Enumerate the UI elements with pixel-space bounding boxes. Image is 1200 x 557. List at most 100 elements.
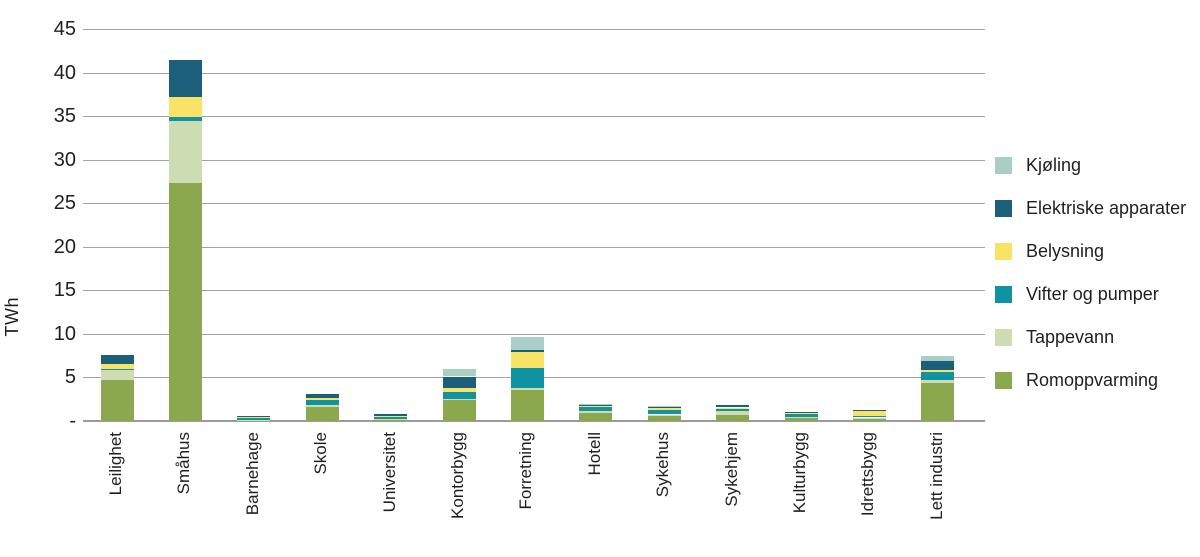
legend-swatch-icon bbox=[995, 156, 1012, 174]
bar-segment bbox=[716, 404, 750, 408]
bar-segment bbox=[237, 420, 271, 421]
x-axis-label: Idrettsbygg bbox=[858, 432, 878, 517]
bar-segment bbox=[100, 368, 134, 370]
bar-segment bbox=[921, 360, 955, 370]
gridline bbox=[83, 73, 985, 74]
bar-segment bbox=[168, 117, 202, 121]
x-axis-label: Sykehus bbox=[653, 432, 673, 498]
bar-segment bbox=[852, 409, 886, 412]
bar-segment bbox=[100, 364, 134, 369]
y-tick-label: 5 bbox=[64, 366, 76, 388]
y-tick-label: 20 bbox=[53, 236, 76, 258]
y-tick-label: - bbox=[69, 410, 76, 432]
legend-item: Belysning bbox=[995, 239, 1186, 263]
bar-segment bbox=[442, 399, 476, 401]
x-axis-label: Forretning bbox=[516, 432, 536, 510]
bar-segment bbox=[784, 417, 818, 421]
legend-swatch-icon bbox=[995, 328, 1012, 346]
legend-item: Vifter og pumper bbox=[995, 282, 1186, 306]
bar-segment bbox=[168, 120, 202, 184]
y-tick-label: 35 bbox=[53, 105, 76, 127]
y-tick-label: 25 bbox=[53, 192, 76, 214]
y-tick-label: 40 bbox=[53, 62, 76, 84]
bar-segment bbox=[921, 382, 955, 421]
legend-label: Vifter og pumper bbox=[1026, 283, 1159, 304]
legend-swatch-icon bbox=[995, 371, 1012, 389]
bar-segment bbox=[784, 412, 818, 414]
x-axis-label: Kulturbygg bbox=[790, 432, 809, 514]
bar-segment bbox=[716, 411, 750, 415]
x-axis-label: Skole bbox=[311, 432, 331, 475]
bar-segment bbox=[921, 369, 955, 373]
legend-label: Kjøling bbox=[1026, 154, 1082, 175]
bar-segment bbox=[168, 96, 202, 117]
bar-segment bbox=[374, 419, 408, 421]
legend-item: Elektriske apparater bbox=[995, 196, 1186, 220]
bar-segment bbox=[442, 388, 476, 393]
bar-segment bbox=[921, 372, 955, 380]
bar-segment bbox=[305, 407, 339, 421]
bar-segment bbox=[100, 354, 134, 365]
bar-segment bbox=[647, 408, 681, 410]
gridline bbox=[83, 116, 985, 117]
y-tick-label: 45 bbox=[53, 18, 76, 40]
legend-swatch-icon bbox=[995, 285, 1012, 303]
bar-segment bbox=[237, 418, 271, 420]
bar-segment bbox=[921, 379, 955, 383]
bar-segment bbox=[305, 394, 339, 399]
legend-item: Romoppvarming bbox=[995, 368, 1186, 392]
bar-segment bbox=[579, 405, 613, 408]
x-axis-label: Småhus bbox=[174, 432, 194, 495]
x-axis-label: Sykehjem bbox=[721, 432, 741, 507]
bar-segment bbox=[442, 392, 476, 400]
y-tick-label: 30 bbox=[53, 149, 76, 171]
bar-segment bbox=[374, 414, 408, 416]
bar-segment bbox=[100, 369, 134, 381]
legend-swatch-icon bbox=[995, 242, 1012, 260]
bar-segment bbox=[305, 398, 339, 401]
bar-segment bbox=[510, 352, 544, 368]
x-axis-label: Lett industri bbox=[926, 432, 946, 520]
bar-segment bbox=[579, 407, 613, 411]
bar-segment bbox=[716, 414, 750, 421]
bar-segment bbox=[510, 389, 544, 421]
legend-label: Belysning bbox=[1026, 240, 1105, 261]
bar-segment bbox=[237, 417, 271, 418]
bar-segment bbox=[305, 405, 339, 407]
x-axis-label: Kontorbygg bbox=[448, 432, 467, 519]
bar-segment bbox=[852, 416, 886, 418]
y-tick-label: 15 bbox=[53, 279, 76, 301]
bar-segment bbox=[784, 413, 818, 417]
gridline bbox=[83, 290, 985, 291]
bar-segment bbox=[647, 409, 681, 415]
bar-segment bbox=[579, 404, 613, 406]
bar-segment bbox=[442, 400, 476, 421]
bar-segment bbox=[647, 407, 681, 409]
bar-segment bbox=[237, 415, 271, 418]
bar-segment bbox=[168, 183, 202, 421]
x-axis-label: Leilighet bbox=[106, 432, 125, 496]
x-axis-label: Barnehage bbox=[242, 432, 262, 516]
x-axis-label: Hotell bbox=[584, 432, 604, 476]
y-tick-label: 10 bbox=[53, 323, 76, 345]
bar-segment bbox=[852, 418, 886, 421]
bar-segment bbox=[579, 403, 613, 405]
bar-segment bbox=[921, 355, 955, 361]
bar-segment bbox=[716, 408, 750, 411]
bar-segment bbox=[647, 406, 681, 408]
bar-segment bbox=[579, 413, 613, 421]
bar-segment bbox=[510, 387, 544, 390]
bar-segment bbox=[442, 368, 476, 377]
bar-segment bbox=[647, 414, 681, 416]
legend-label: Tappevann bbox=[1026, 326, 1115, 347]
gridline bbox=[83, 334, 985, 335]
bar-segment bbox=[647, 415, 681, 421]
bar-segment bbox=[510, 367, 544, 388]
bar-segment bbox=[374, 416, 408, 419]
gridline bbox=[83, 247, 985, 248]
legend-item: Tappevann bbox=[995, 325, 1186, 349]
bar-segment bbox=[579, 410, 613, 414]
bar-segment bbox=[305, 400, 339, 406]
bar-segment bbox=[374, 415, 408, 417]
